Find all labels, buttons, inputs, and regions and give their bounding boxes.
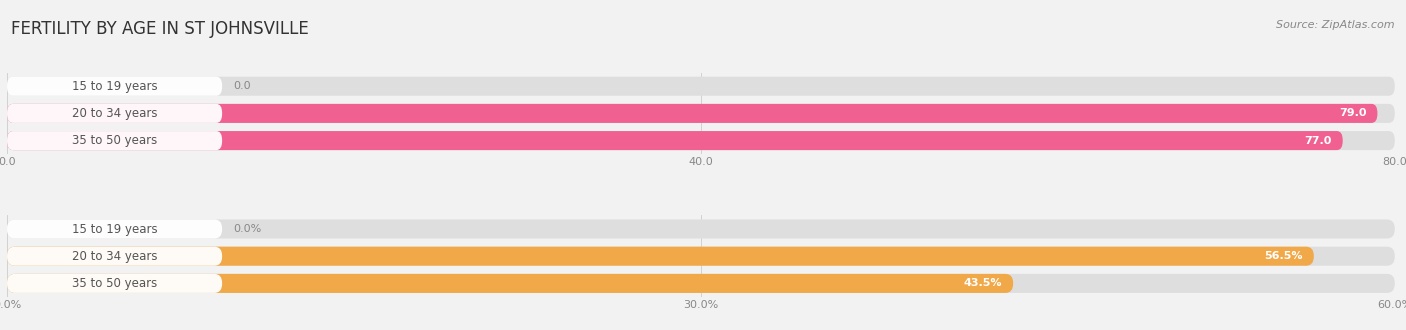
Text: 15 to 19 years: 15 to 19 years (72, 80, 157, 93)
Text: 20 to 34 years: 20 to 34 years (72, 107, 157, 120)
FancyBboxPatch shape (7, 131, 222, 150)
FancyBboxPatch shape (7, 274, 222, 293)
FancyBboxPatch shape (7, 104, 222, 123)
Text: 0.0%: 0.0% (233, 224, 262, 234)
FancyBboxPatch shape (7, 274, 1395, 293)
Text: 20 to 34 years: 20 to 34 years (72, 250, 157, 263)
FancyBboxPatch shape (7, 219, 1395, 239)
Text: 77.0: 77.0 (1305, 136, 1331, 146)
Text: 43.5%: 43.5% (963, 279, 1002, 288)
FancyBboxPatch shape (7, 77, 1395, 96)
FancyBboxPatch shape (7, 247, 222, 266)
Text: 35 to 50 years: 35 to 50 years (72, 277, 157, 290)
FancyBboxPatch shape (7, 77, 222, 96)
FancyBboxPatch shape (7, 247, 1313, 266)
Text: FERTILITY BY AGE IN ST JOHNSVILLE: FERTILITY BY AGE IN ST JOHNSVILLE (11, 20, 309, 38)
Text: 56.5%: 56.5% (1264, 251, 1303, 261)
FancyBboxPatch shape (7, 104, 1395, 123)
Text: 0.0: 0.0 (233, 81, 250, 91)
Text: Source: ZipAtlas.com: Source: ZipAtlas.com (1277, 20, 1395, 30)
FancyBboxPatch shape (7, 219, 222, 239)
FancyBboxPatch shape (7, 131, 1343, 150)
FancyBboxPatch shape (7, 247, 1395, 266)
FancyBboxPatch shape (7, 104, 1378, 123)
FancyBboxPatch shape (7, 274, 1014, 293)
Text: 15 to 19 years: 15 to 19 years (72, 222, 157, 236)
Text: 35 to 50 years: 35 to 50 years (72, 134, 157, 147)
FancyBboxPatch shape (7, 131, 1395, 150)
Text: 79.0: 79.0 (1339, 108, 1367, 118)
